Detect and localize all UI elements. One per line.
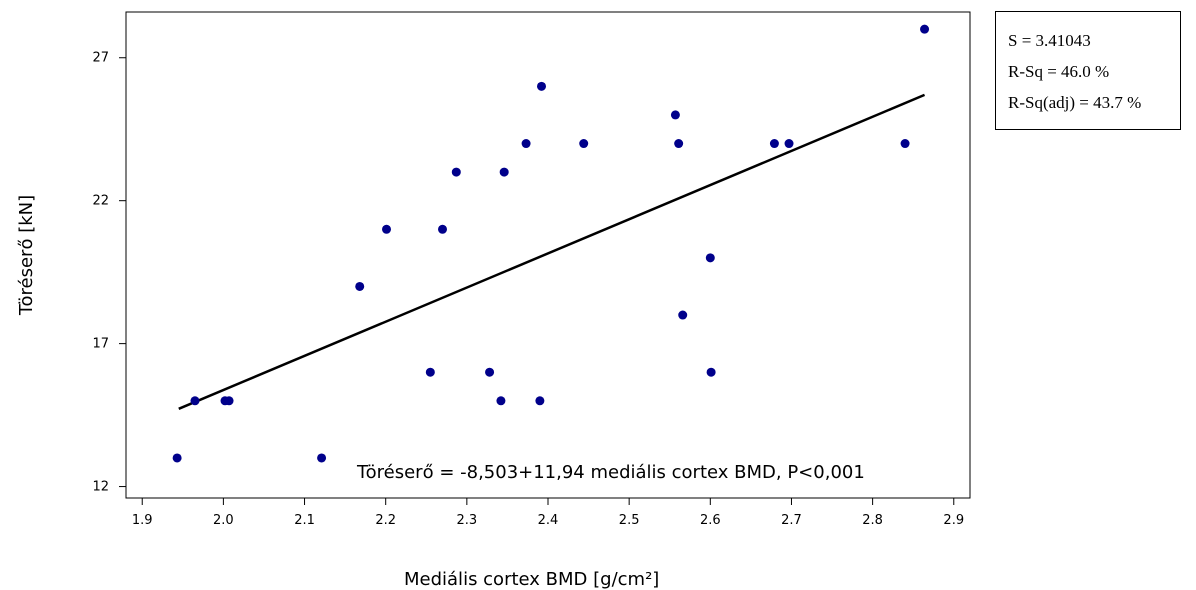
data-point [382,224,392,234]
data-point [769,139,779,149]
data-point [355,281,365,291]
data-point [678,310,688,320]
x-tick-label: 2.3 [457,513,478,528]
x-tick-label: 2.5 [619,513,640,528]
x-tick-label: 2.6 [700,513,721,528]
x-tick-label: 2.1 [294,513,315,528]
regression-equation: Töréserő = -8,503+11,94 mediális cortex … [356,462,865,483]
data-point [521,139,531,149]
data-point [920,24,930,34]
data-points [172,24,930,463]
x-tick-label: 1.9 [132,513,153,528]
y-tick-label: 17 [92,337,109,352]
fit-statistics-box: S = 3.41043 R-Sq = 46.0 % R-Sq(adj) = 43… [995,11,1181,130]
data-point [535,396,545,406]
data-point [705,253,715,263]
stat-s: S = 3.41043 [1008,31,1091,50]
data-point [425,367,435,377]
x-tick-label: 2.4 [538,513,559,528]
x-axis-label: Mediális cortex BMD [g/cm²] [404,569,659,590]
data-point [579,139,589,149]
x-tick-label: 2.2 [375,513,396,528]
data-point [900,139,910,149]
y-tick-label: 22 [92,194,109,209]
y-axis-label: Töréserő [kN] [16,195,37,316]
x-tick-label: 2.9 [943,513,964,528]
x-tick-label: 2.0 [213,513,234,528]
x-axis: 1.9 2.0 2.1 2.2 2.3 2.4 2.5 2.6 2.7 2.8 2.9 [132,498,964,528]
x-tick-label: 2.8 [862,513,883,528]
data-point [784,139,794,149]
stat-r-sq: R-Sq = 46.0 % [1008,62,1110,81]
data-point [172,453,182,463]
x-tick-label: 2.7 [781,513,802,528]
plot-area [125,11,971,499]
data-point [496,396,506,406]
data-point [451,167,461,177]
regression-line [178,93,926,410]
data-point [499,167,509,177]
data-point [224,396,234,406]
data-point [190,396,200,406]
data-point [485,367,495,377]
data-point [706,367,716,377]
y-axis: 12 17 22 27 [92,51,126,495]
data-point [317,453,327,463]
data-point [674,139,684,149]
y-tick-label: 12 [92,480,109,495]
data-point [438,224,447,234]
data-point [670,110,680,120]
y-tick-label: 27 [92,51,109,66]
stat-r-sq-adj: R-Sq(adj) = 43.7 % [1008,93,1142,112]
data-point [537,81,547,91]
